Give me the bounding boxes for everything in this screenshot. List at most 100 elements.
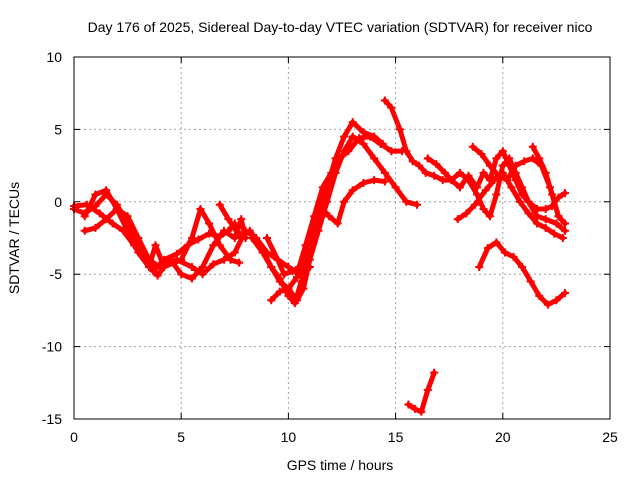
data-point-marker (518, 262, 527, 271)
data-layer (70, 96, 569, 416)
data-point-marker (395, 125, 404, 134)
data-point-marker (408, 157, 417, 166)
data-point-marker (130, 241, 139, 250)
data-point-marker (177, 270, 186, 279)
data-point-marker (550, 229, 559, 238)
data-point-marker (492, 154, 501, 163)
data-point-marker (455, 168, 464, 177)
data-point-marker (421, 168, 430, 177)
data-point-marker (498, 147, 507, 156)
data-point-marker (123, 212, 132, 221)
data-point-marker (370, 176, 379, 185)
data-point-marker (498, 168, 507, 177)
series-line (249, 119, 386, 306)
data-point-marker (500, 248, 509, 257)
data-point-marker (333, 219, 342, 228)
data-point-marker (267, 262, 276, 271)
data-point-marker (492, 190, 501, 199)
data-point-marker (230, 248, 239, 257)
data-point-marker (543, 300, 552, 309)
data-point-marker (370, 154, 379, 163)
data-point-marker (205, 219, 214, 228)
x-tick-label: 25 (602, 429, 618, 445)
grid-layer (74, 57, 610, 419)
data-point-marker (464, 171, 473, 180)
data-point-marker (524, 209, 533, 218)
data-point-marker (224, 226, 233, 235)
x-tick-label: 0 (70, 429, 78, 445)
data-point-marker (520, 157, 529, 166)
data-point-marker (149, 267, 158, 276)
data-point-marker (455, 183, 464, 192)
plot-frame (73, 56, 611, 420)
data-point-marker (552, 219, 561, 228)
data-point-marker (515, 197, 524, 206)
data-point-marker (447, 176, 456, 185)
data-point-marker (273, 255, 282, 264)
data-point-marker (475, 262, 484, 271)
data-point-marker (528, 142, 537, 151)
data-point-marker (535, 154, 544, 163)
data-point-marker (325, 212, 334, 221)
data-point-marker (417, 407, 426, 416)
series-track-10 (423, 147, 569, 235)
data-point-marker (470, 200, 479, 209)
data-point-marker (533, 212, 542, 221)
y-tick-label: 0 (54, 194, 62, 210)
data-point-marker (160, 255, 169, 264)
data-point-marker (402, 147, 411, 156)
data-point-marker (134, 234, 143, 242)
data-point-marker (258, 248, 267, 257)
data-point-marker (267, 296, 276, 305)
data-point-marker (194, 235, 203, 244)
data-point-marker (359, 178, 368, 187)
data-point-marker (380, 168, 389, 177)
data-point-marker (140, 255, 149, 264)
data-point-marker (415, 161, 424, 170)
data-point-marker (108, 219, 117, 228)
data-point-marker (430, 368, 439, 377)
data-point-marker (477, 150, 486, 159)
data-point-marker (548, 190, 557, 199)
data-point-marker (359, 139, 368, 148)
data-point-marker (541, 215, 550, 224)
tick-layer: 0 5 10 15 20 25 -15 -10 -5 0 5 10 (42, 49, 618, 445)
data-point-marker (102, 186, 111, 195)
y-tick-label: 5 (54, 121, 62, 137)
data-point-marker (247, 234, 256, 242)
data-point-marker (481, 186, 490, 195)
data-point-marker (453, 215, 462, 224)
data-point-marker (473, 183, 482, 192)
x-tick-label: 10 (281, 429, 297, 445)
data-point-marker (172, 249, 181, 258)
data-point-marker (479, 168, 488, 177)
data-point-marker (275, 274, 284, 283)
data-point-marker (402, 197, 411, 206)
data-point-marker (509, 252, 518, 261)
data-point-marker (91, 190, 100, 199)
data-point-marker (485, 212, 494, 221)
data-point-marker (331, 154, 340, 163)
x-tick-label: 20 (495, 429, 511, 445)
data-point-marker (432, 160, 441, 169)
data-point-marker (560, 226, 569, 235)
data-point-marker (462, 209, 471, 218)
data-point-marker (209, 260, 218, 269)
data-point-marker (380, 177, 389, 186)
data-point-marker (526, 277, 535, 286)
data-point-marker (177, 255, 186, 264)
data-point-marker (235, 258, 244, 267)
data-point-marker (387, 103, 396, 112)
data-point-marker (310, 219, 319, 228)
data-point-marker (359, 128, 368, 137)
data-point-marker (95, 209, 104, 218)
data-point-marker (187, 274, 196, 283)
data-point-marker (518, 190, 527, 199)
series-track-13 (528, 142, 569, 228)
data-point-marker (378, 139, 387, 148)
data-point-marker (322, 183, 331, 192)
data-point-marker (215, 232, 224, 241)
data-point-marker (468, 142, 477, 151)
data-point-marker (423, 386, 432, 395)
